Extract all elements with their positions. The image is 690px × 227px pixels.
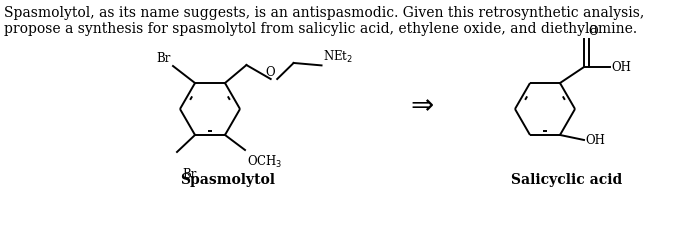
Text: OCH$_3$: OCH$_3$ — [247, 153, 282, 169]
Text: NEt$_2$: NEt$_2$ — [322, 49, 353, 65]
Text: Spasmolytol: Spasmolytol — [181, 172, 275, 186]
Text: O: O — [588, 25, 598, 38]
Text: Spasmolytol, as its name suggests, is an antispasmodic. Given this retrosyntheti: Spasmolytol, as its name suggests, is an… — [4, 6, 644, 36]
Text: OH: OH — [611, 60, 631, 73]
Text: ⇒: ⇒ — [411, 92, 433, 119]
Text: Salicyclic acid: Salicyclic acid — [511, 172, 622, 186]
Text: O: O — [265, 65, 275, 78]
Text: OH: OH — [585, 134, 605, 147]
Text: Br: Br — [157, 52, 171, 65]
Text: Br: Br — [183, 167, 197, 180]
